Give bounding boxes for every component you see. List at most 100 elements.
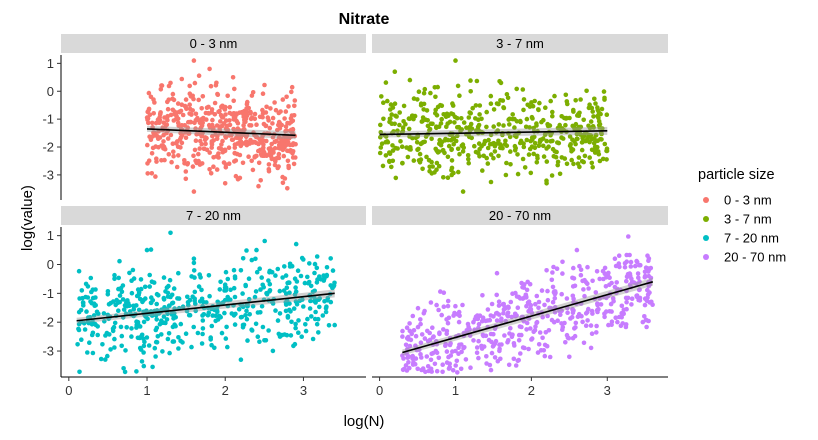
data-point xyxy=(312,298,317,304)
data-point xyxy=(76,326,81,332)
data-point xyxy=(169,159,174,165)
x-tick-label: 0 xyxy=(65,383,72,398)
data-point xyxy=(400,129,406,134)
data-point xyxy=(636,275,641,281)
data-point xyxy=(214,123,220,128)
data-point xyxy=(379,141,385,146)
data-point xyxy=(389,121,395,126)
data-point xyxy=(298,273,304,279)
data-point xyxy=(153,313,159,318)
data-point xyxy=(168,230,173,236)
data-point xyxy=(254,122,259,127)
data-point xyxy=(98,356,104,362)
data-point xyxy=(124,302,130,307)
data-point xyxy=(576,155,582,160)
data-point xyxy=(560,327,565,333)
data-point xyxy=(314,280,320,285)
points xyxy=(377,58,610,194)
data-point xyxy=(429,369,435,374)
data-point xyxy=(232,86,237,92)
data-point xyxy=(243,116,249,121)
data-point xyxy=(458,366,464,372)
data-point xyxy=(198,138,203,144)
data-point xyxy=(425,118,431,123)
data-point xyxy=(476,141,482,146)
data-point xyxy=(604,112,610,117)
data-point xyxy=(183,135,189,140)
data-point xyxy=(192,80,198,86)
data-point xyxy=(526,152,532,157)
data-point xyxy=(223,126,229,132)
data-point xyxy=(154,156,159,161)
data-point xyxy=(90,319,95,325)
data-point xyxy=(596,151,602,157)
data-point xyxy=(435,84,441,90)
data-point xyxy=(606,270,611,276)
data-point xyxy=(564,161,570,167)
data-point xyxy=(183,331,189,337)
data-point xyxy=(484,109,490,115)
data-point xyxy=(215,309,220,315)
data-point xyxy=(642,269,648,275)
data-point xyxy=(491,124,497,129)
data-point xyxy=(400,160,405,166)
data-point xyxy=(571,296,576,302)
data-point xyxy=(425,339,431,344)
data-point xyxy=(506,305,511,311)
data-point xyxy=(578,97,583,102)
data-point xyxy=(159,83,165,88)
data-point xyxy=(450,368,456,373)
data-point xyxy=(416,89,422,94)
data-point xyxy=(174,140,179,145)
data-point xyxy=(471,338,476,343)
data-point xyxy=(200,94,206,99)
data-point xyxy=(161,314,167,319)
data-point xyxy=(192,298,197,304)
data-point xyxy=(548,305,554,311)
data-point xyxy=(281,288,287,293)
data-point xyxy=(631,280,637,285)
data-point xyxy=(250,90,256,95)
data-point xyxy=(618,323,624,329)
data-point xyxy=(196,97,201,103)
data-point xyxy=(166,97,171,102)
data-point xyxy=(174,164,180,170)
data-point xyxy=(260,134,265,139)
data-point xyxy=(421,90,427,96)
data-point xyxy=(218,314,223,320)
data-point xyxy=(227,104,233,110)
data-point xyxy=(118,324,124,330)
data-point xyxy=(257,136,262,142)
panel: 7 - 20 nm -3 -2 -1 0 1 0 1 2 3 xyxy=(42,206,366,398)
data-point xyxy=(531,151,536,157)
data-point xyxy=(589,147,595,153)
data-point xyxy=(594,323,599,329)
data-point xyxy=(440,369,445,375)
data-point xyxy=(190,164,196,169)
data-point xyxy=(307,306,313,311)
data-point xyxy=(535,153,540,159)
data-point xyxy=(131,303,136,309)
data-point xyxy=(249,158,254,164)
data-point xyxy=(481,344,487,349)
data-point xyxy=(257,339,262,345)
data-point xyxy=(250,167,256,173)
data-point xyxy=(507,122,512,127)
data-point xyxy=(506,338,511,343)
data-point xyxy=(447,361,453,367)
data-point xyxy=(286,165,292,171)
data-point xyxy=(276,142,282,148)
data-point xyxy=(642,296,648,302)
data-point xyxy=(598,302,604,307)
data-point xyxy=(596,119,602,124)
data-point xyxy=(227,118,232,123)
data-point xyxy=(244,248,249,253)
data-point xyxy=(512,125,517,130)
data-point xyxy=(95,332,100,338)
data-point xyxy=(455,83,461,89)
data-point xyxy=(106,302,112,307)
data-point xyxy=(476,355,481,361)
data-point xyxy=(206,104,211,110)
data-point xyxy=(151,111,156,116)
data-point xyxy=(312,261,318,267)
